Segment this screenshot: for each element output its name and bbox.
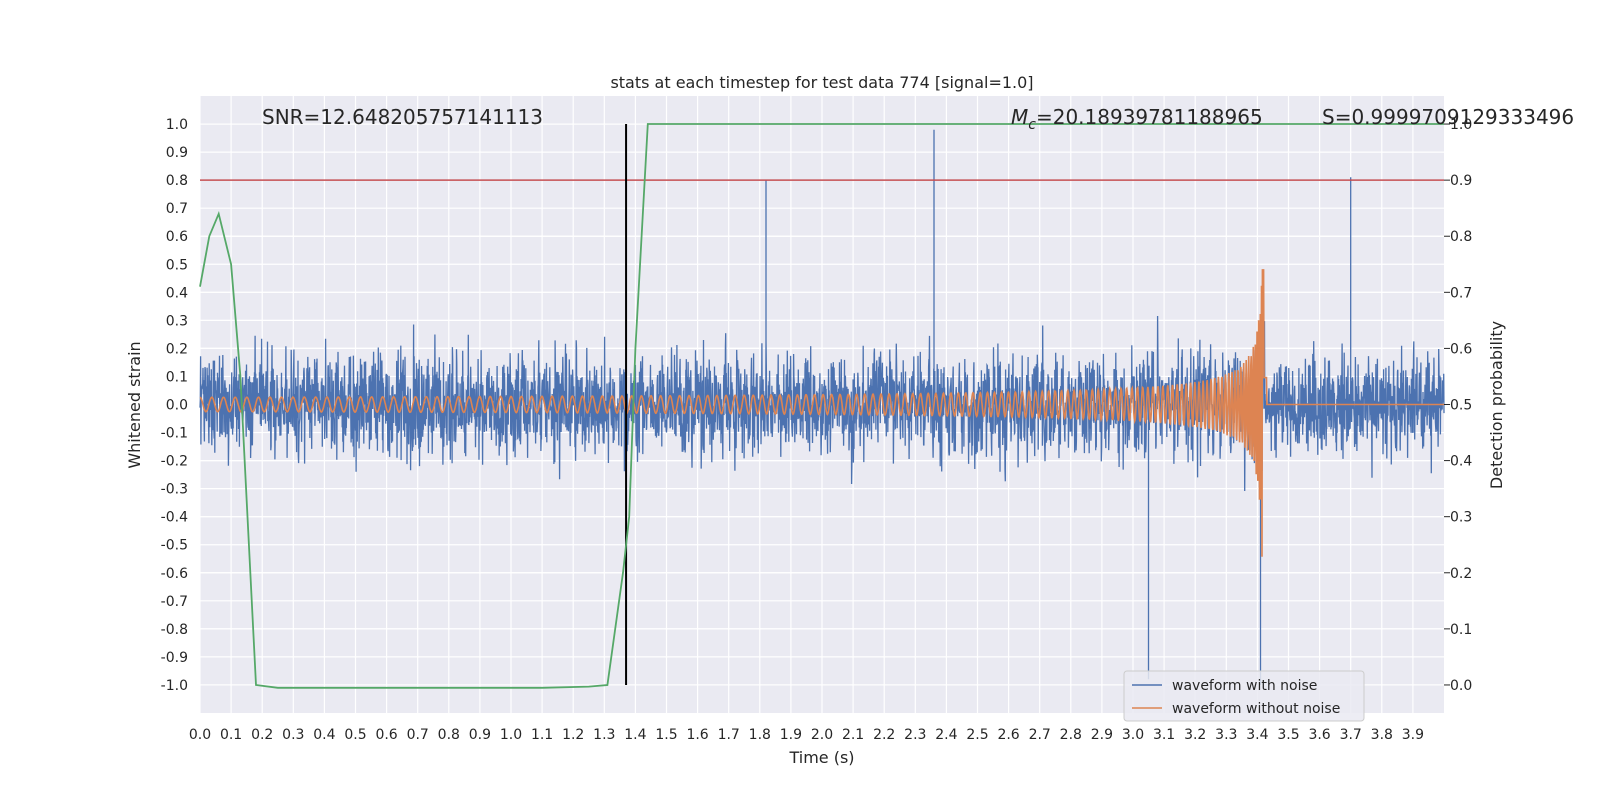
- legend: waveform with noise waveform without noi…: [1123, 670, 1365, 722]
- x-tick-label: 3.3: [1215, 727, 1237, 743]
- y-tick-label: -0.9: [161, 650, 188, 666]
- x-tick-label: 2.0: [811, 727, 833, 743]
- x-tick-label: 1.0: [500, 727, 522, 743]
- y-tick-label: 1.0: [166, 117, 188, 133]
- y2-tick-label: 0.4: [1450, 454, 1472, 470]
- y-tick-label: -0.8: [161, 622, 188, 638]
- x-tick-label: 3.7: [1340, 727, 1362, 743]
- y2-tick-label: 0.7: [1450, 285, 1472, 301]
- y-axis-label: Whitened strain: [125, 341, 144, 468]
- y-tick-label: -1.0: [161, 678, 188, 694]
- y-tick-label: 0.5: [166, 257, 188, 273]
- x-tick-label: 0.4: [313, 727, 335, 743]
- y2-tick-label: 1.0: [1450, 117, 1472, 133]
- x-tick-label: 3.8: [1371, 727, 1393, 743]
- snr-annotation: SNR=12.648205757141113: [262, 105, 543, 129]
- x-tick-label: 3.6: [1308, 727, 1330, 743]
- x-tick-label: 1.7: [718, 727, 740, 743]
- chirp-mass-symbol: M: [1011, 105, 1028, 129]
- y2-tick-label: 0.3: [1450, 510, 1472, 526]
- y-tick-label: -0.5: [161, 538, 188, 554]
- x-tick-label: 3.4: [1246, 727, 1268, 743]
- y-tick-label: 0.2: [166, 341, 188, 357]
- x-tick-label: 3.1: [1153, 727, 1175, 743]
- x-tick-label: 0.9: [469, 727, 491, 743]
- series-waveform-with-noise: [199, 129, 1445, 685]
- x-tick-label: 2.2: [873, 727, 895, 743]
- series-layer: [199, 123, 1445, 689]
- x-tick-label: 2.4: [935, 727, 957, 743]
- y2-tick-label: 0.6: [1450, 341, 1472, 357]
- y-tick-label: 0.0: [166, 398, 188, 414]
- x-tick-label: 2.7: [1029, 727, 1051, 743]
- y-tick-label: 0.6: [166, 229, 188, 245]
- y2-axis-label: Detection probability: [1487, 321, 1506, 489]
- legend-label-clean: waveform without noise: [1172, 701, 1340, 717]
- y-tick-label: -0.7: [161, 594, 188, 610]
- chirp-mass-value: =20.18939781188965: [1036, 105, 1263, 129]
- y-tick-label: -0.4: [161, 510, 188, 526]
- x-tick-label: 2.1: [842, 727, 864, 743]
- y-tick-label: -0.3: [161, 482, 188, 498]
- y2-tick-label: 0.2: [1450, 566, 1472, 582]
- y2-tick-label: 0.1: [1450, 622, 1472, 638]
- x-tick-label: 1.6: [686, 727, 708, 743]
- x-tick-label: 1.5: [655, 727, 677, 743]
- x-tick-label: 0.5: [344, 727, 366, 743]
- x-tick-label: 0.1: [220, 727, 242, 743]
- x-tick-label: 1.8: [749, 727, 771, 743]
- x-axis-label: Time (s): [788, 748, 854, 767]
- x-tick-label: 0.0: [189, 727, 211, 743]
- chart-title: stats at each timestep for test data 774…: [610, 73, 1033, 92]
- chirp-mass-subscript: c: [1028, 117, 1036, 133]
- x-tick-label: 1.4: [624, 727, 646, 743]
- y-tick-label: 0.4: [166, 285, 188, 301]
- y-tick-label: -0.2: [161, 454, 188, 470]
- s-annotation: S=0.9999709129333496: [1322, 105, 1574, 129]
- legend-box: [1123, 670, 1365, 722]
- y-tick-label: 0.3: [166, 313, 188, 329]
- x-tick-label: 1.3: [593, 727, 615, 743]
- x-tick-label: 0.8: [438, 727, 460, 743]
- series-waveform-without-noise: [199, 269, 1444, 557]
- x-tick-label: 1.9: [780, 727, 802, 743]
- ticks: 0.0 0.1 0.2 0.3 0.4 0.5 0.6 0.7 0.8 0.9 1.0 1.1 1.2 1…: [161, 117, 1473, 743]
- series-detection-probability: [199, 123, 1444, 689]
- y-tick-label: 0.8: [166, 173, 188, 189]
- x-tick-label: 2.6: [997, 727, 1019, 743]
- y2-tick-label: 0.9: [1450, 173, 1472, 189]
- x-tick-label: 1.2: [562, 727, 584, 743]
- x-tick-label: 0.6: [375, 727, 397, 743]
- y2-tick-label: 0.5: [1450, 398, 1472, 414]
- x-tick-label: 3.2: [1184, 727, 1206, 743]
- legend-label-noise: waveform with noise: [1172, 678, 1317, 694]
- x-tick-label: 0.2: [251, 727, 273, 743]
- y-tick-label: -0.1: [161, 426, 188, 442]
- y-tick-label: -0.6: [161, 566, 188, 582]
- chirp-mass-annotation: Mc=20.18939781188965: [1011, 105, 1263, 133]
- x-tick-label: 3.0: [1122, 727, 1144, 743]
- x-tick-label: 3.9: [1402, 727, 1424, 743]
- x-tick-label: 2.9: [1091, 727, 1113, 743]
- y-tick-label: 0.1: [166, 369, 188, 385]
- x-tick-label: 2.3: [904, 727, 926, 743]
- x-tick-label: 3.5: [1277, 727, 1299, 743]
- y2-tick-label: 0.0: [1450, 678, 1472, 694]
- x-tick-label: 2.5: [966, 727, 988, 743]
- y-tick-label: 0.9: [166, 145, 188, 161]
- x-tick-label: 1.1: [531, 727, 553, 743]
- y-tick-label: 0.7: [166, 201, 188, 217]
- y2-tick-label: 0.8: [1450, 229, 1472, 245]
- x-tick-label: 2.8: [1060, 727, 1082, 743]
- x-tick-label: 0.7: [407, 727, 429, 743]
- x-tick-label: 0.3: [282, 727, 304, 743]
